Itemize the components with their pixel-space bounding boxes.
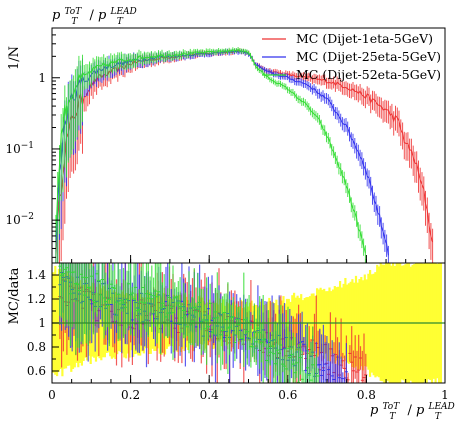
x-tick-label: 0.4 (200, 388, 219, 402)
legend-label-2: MC (Dijet-25eta-5GeV) (296, 49, 441, 64)
ratio-y-tick-label: 1.4 (27, 268, 46, 282)
ratio-y-tick-label: 0.6 (27, 364, 46, 378)
title-sup2: LEAD (109, 7, 136, 17)
legend-label-3: MC (Dijet-52eta-5GeV) (296, 67, 441, 82)
y-tick-exponent: −2 (21, 212, 34, 222)
xlabel-sub2: T (435, 412, 442, 422)
ratio-series-3 (58, 263, 320, 384)
y-tick-base: 10 (5, 142, 20, 156)
upper-y-axis-label: 1/N (7, 46, 22, 70)
upper-series-group (55, 47, 434, 263)
title-sub1: T (71, 17, 78, 27)
x-tick-label: 0 (48, 388, 56, 402)
legend: MC (Dijet-1eta-5GeV) MC (Dijet-25eta-5Ge… (262, 31, 441, 82)
title-slash: / (90, 8, 99, 23)
ratio-panel: 1.4 1.2 1 0.8 0.6 0 0.2 0.4 0.6 0.8 1 MC/data (7, 255, 449, 402)
xlabel-sup2: LEAD (428, 402, 455, 412)
ratio-series-group (58, 263, 368, 384)
data-uncertainty-band (52, 263, 442, 383)
xlabel-p2: p (416, 403, 425, 418)
x-axis-label: p ToT T / p LEAD T (370, 398, 459, 422)
legend-label-1: MC (Dijet-1eta-5GeV) (296, 31, 433, 46)
ratio-y-tick-label: 1.2 (27, 292, 46, 306)
x-tick-label: 0.6 (278, 388, 297, 402)
x-tick-label: 1 (441, 388, 449, 402)
title-p: p (52, 8, 61, 23)
upper-panel: 110−110−2 1/N (5, 27, 446, 264)
x-ticks: 0 0.2 0.4 0.6 0.8 1 (48, 255, 449, 402)
xlabel-slash: / (408, 403, 413, 418)
x-tick-label: 0.2 (121, 388, 140, 402)
xlabel-sub1: T (389, 412, 396, 422)
upper-y-ticks: 110−110−2 (5, 27, 60, 258)
y-tick-label: 10−2 (5, 212, 34, 227)
xlabel-p: p (370, 403, 379, 418)
y-tick-base: 10 (5, 213, 20, 227)
plot-title: p ToT T / p LEAD T (52, 3, 141, 28)
series-3-line (55, 48, 366, 253)
title-sub2: T (117, 17, 124, 27)
ratio-y-tick-label: 1 (38, 316, 46, 330)
title-p2: p (98, 8, 107, 23)
y-tick-exponent: −1 (21, 141, 34, 151)
ratio-y-tick-label: 0.8 (27, 340, 46, 354)
x-tick-label: 0.8 (357, 388, 376, 402)
y-tick-label: 10−1 (5, 141, 34, 156)
ratio-y-axis-label: MC/data (7, 267, 22, 324)
y-tick-base: 1 (38, 71, 46, 85)
xlabel-sup1: ToT (382, 402, 400, 412)
ratio-y-ticks: 1.4 1.2 1 0.8 0.6 (27, 262, 59, 384)
title-sup1: ToT (64, 7, 82, 17)
y-tick-label: 1 (38, 71, 46, 85)
